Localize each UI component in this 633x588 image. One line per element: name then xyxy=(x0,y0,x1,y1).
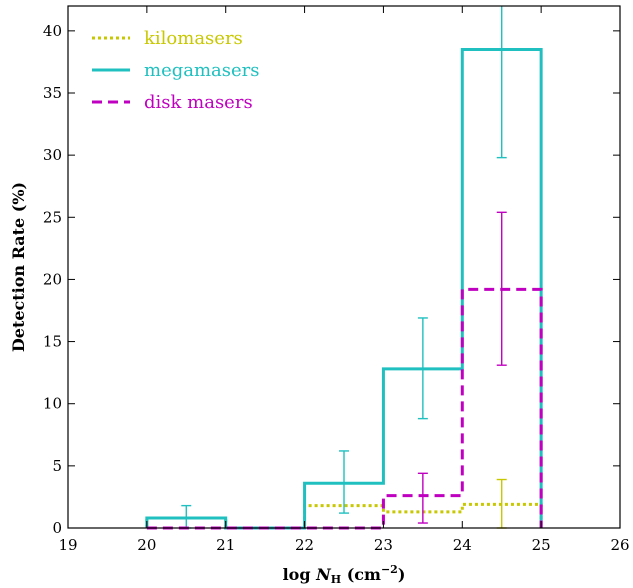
legend-label-disk-masers: disk masers xyxy=(144,92,253,113)
x-tick-label: 23 xyxy=(374,536,393,554)
x-tick-label: 26 xyxy=(610,536,629,554)
plot-layer xyxy=(145,6,543,530)
y-tick-label: 0 xyxy=(52,519,62,537)
y-axis-label: Detection Rate (%) xyxy=(9,182,28,352)
legend-label-megamasers: megamasers xyxy=(144,60,260,81)
legend-entry-kilomasers: kilomasers xyxy=(92,28,243,49)
kilomasers-step-line xyxy=(145,502,543,530)
x-tick-label: 20 xyxy=(137,536,156,554)
x-tick-label: 19 xyxy=(58,536,77,554)
y-tick-label: 15 xyxy=(43,333,62,351)
megamasers-errorbar xyxy=(496,6,507,159)
y-tick-label: 40 xyxy=(43,22,62,40)
legend-entry-megamasers: megamasers xyxy=(92,60,260,81)
y-tick-label: 35 xyxy=(43,84,62,102)
y-tick-label: 30 xyxy=(43,146,62,164)
x-tick-label: 25 xyxy=(532,536,551,554)
y-tick-label: 5 xyxy=(52,457,62,475)
x-axis-label: log NH (cm−2) xyxy=(283,563,406,586)
disk-masers-errorbar xyxy=(496,211,507,366)
legend-label-kilomasers: kilomasers xyxy=(144,28,243,49)
y-tick-label: 25 xyxy=(43,208,62,226)
x-tick-label: 21 xyxy=(216,536,235,554)
megamasers-errorbar xyxy=(417,317,428,420)
ticks-layer: 19 20 21 22 23 24 25 26 0 5 10 15 20 25 30 35 40 xyxy=(43,6,630,554)
y-tick-label: 10 xyxy=(43,395,62,413)
megamasers-errorbar xyxy=(339,450,349,514)
legend-entry-disk-masers: disk masers xyxy=(92,92,253,113)
disk-masers-errorbar xyxy=(417,472,428,524)
plot-frame xyxy=(67,5,621,529)
x-tick-label: 22 xyxy=(295,536,314,554)
y-tick-label: 20 xyxy=(43,270,62,288)
x-tick-label: 24 xyxy=(453,536,472,554)
legend: kilomasers megamasers disk masers xyxy=(92,28,260,113)
